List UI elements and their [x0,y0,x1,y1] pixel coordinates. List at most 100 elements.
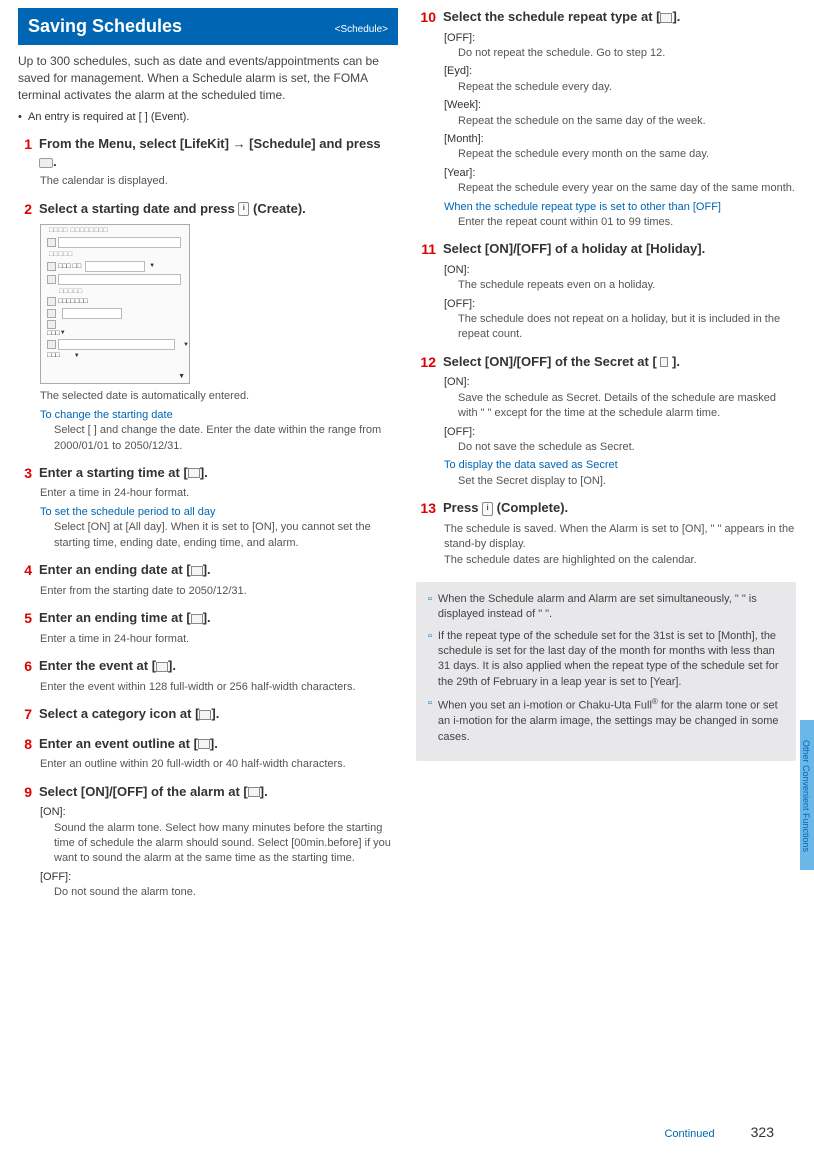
alarm-icon [248,787,260,797]
step-12: 12 Select [ON]/[OFF] of the Secret at [ … [416,353,796,489]
step-number: 6 [18,657,32,677]
section-title-bar: Saving Schedules <Schedule> [18,8,398,45]
step-number: 8 [18,735,32,755]
step-8: 8 Enter an event outline at []. Enter an… [18,735,398,773]
option-desc: The schedule repeats even on a holiday. [444,278,796,293]
repeat-icon [660,13,672,23]
right-column: 10 Select the schedule repeat type at []… [416,8,796,911]
side-section-label: Other Convenient Functions [799,740,812,852]
step-number: 11 [416,240,436,260]
intro-text: Up to 300 schedules, such as date and ev… [18,53,398,103]
step-6: 6 Enter the event at []. Enter the event… [18,657,398,695]
note-item: ▫When you set an i-motion or Chaku-Uta F… [428,696,784,745]
step-body: The calendar is displayed. [18,174,398,189]
step-title: Enter a starting time at []. [39,464,398,484]
step-4: 4 Enter an ending date at []. Enter from… [18,561,398,599]
option-label: [ON]: [444,375,796,390]
option-label: [Month]: [444,132,796,147]
step-body: Enter the event within 128 full-width or… [18,680,398,695]
option-label: [ON]: [40,805,398,820]
note-item: ▫When the Schedule alarm and Alarm are s… [428,592,784,623]
date-icon [191,566,203,576]
note-bullet-icon: ▫ [428,592,432,623]
step-number: 7 [18,705,32,725]
note-text: When you set an i-motion or Chaku-Uta Fu… [438,696,784,745]
note-bullet-icon: ▫ [428,696,432,745]
phone-screenshot: □□□□ □□□□□□□□ □□□□□ □□□ □□▼ □□□□□ □□□□□□… [40,224,190,384]
secret-icon [660,357,668,367]
option-desc: Repeat the schedule every day. [444,80,796,95]
step-5: 5 Enter an ending time at []. Enter a ti… [18,609,398,647]
step-title: Select [ON]/[OFF] of the Secret at [ ]. [443,353,796,373]
option-desc: Repeat the schedule every month on the s… [444,147,796,162]
step-title: Select [ON]/[OFF] of the alarm at []. [39,783,398,803]
step-number: 10 [416,8,436,28]
step-body: Enter an outline within 20 full-width or… [18,757,398,772]
step-title: Enter the event at []. [39,657,398,677]
step-2: 2 Select a starting date and press i (Cr… [18,200,398,454]
option-label: [OFF]: [444,425,796,440]
note-bullet-icon: ▫ [428,629,432,691]
time-icon [188,468,200,478]
step-number: 1 [18,135,32,171]
i-key-icon: i [238,202,249,216]
option-label: [OFF]: [40,870,398,885]
step-10: 10 Select the schedule repeat type at []… [416,8,796,230]
page-number: 323 [751,1123,774,1143]
option-desc: Do not save the schedule as Secret. [444,440,796,455]
option-desc: Do not repeat the schedule. Go to step 1… [444,46,796,61]
section-tag: <Schedule> [335,23,388,37]
category-icon [199,710,211,720]
option-label: [Week]: [444,98,796,113]
step-title: Enter an event outline at []. [39,735,398,755]
blue-body: Enter the repeat count within 01 to 99 t… [444,215,796,230]
option-desc: The schedule does not repeat on a holida… [444,312,796,343]
enter-key-icon [39,158,53,168]
step-7: 7 Select a category icon at []. [18,705,398,725]
step-title: From the Menu, select [LifeKit] → [Sched… [39,135,398,171]
note-item: ▫If the repeat type of the schedule set … [428,629,784,691]
step-title: Enter an ending time at []. [39,609,398,629]
step2-caption: The selected date is automatically enter… [18,389,398,404]
step-number: 5 [18,609,32,629]
step-number: 2 [18,200,32,220]
blue-heading: To set the schedule period to all day [40,505,398,520]
note-text: When the Schedule alarm and Alarm are se… [438,592,784,623]
option-label: [OFF]: [444,31,796,46]
step-body: Enter a time in 24-hour format. [18,486,398,501]
step-9: 9 Select [ON]/[OFF] of the alarm at []. … [18,783,398,901]
time-icon [191,614,203,624]
step-body: The schedule dates are highlighted on th… [416,553,796,568]
bullet-note: An entry is required at [ ] (Event). [18,110,398,125]
event-icon [156,662,168,672]
option-desc: Repeat the schedule every year on the sa… [444,181,796,196]
option-desc: Sound the alarm tone. Select how many mi… [40,821,398,867]
step-body: Enter from the starting date to 2050/12/… [18,584,398,599]
step-number: 12 [416,353,436,373]
step-3: 3 Enter a starting time at []. Enter a t… [18,464,398,551]
blue-heading: To display the data saved as Secret [444,458,796,473]
step-number: 13 [416,499,436,519]
step-title: Press i (Complete). [443,499,796,519]
blue-body: Set the Secret display to [ON]. [444,474,796,489]
option-label: [ON]: [444,263,796,278]
step-body: Enter a time in 24-hour format. [18,632,398,647]
step2-blue-heading: To change the starting date [40,408,398,423]
option-label: [Eyd]: [444,64,796,79]
continued-label: Continued [664,1127,714,1142]
option-desc: Do not sound the alarm tone. [40,885,398,900]
option-desc: Save the schedule as Secret. Details of … [444,391,796,422]
option-label: [OFF]: [444,297,796,312]
i-key-icon: i [482,502,493,516]
notes-box: ▫When the Schedule alarm and Alarm are s… [416,582,796,761]
step-body: The schedule is saved. When the Alarm is… [416,522,796,553]
blue-heading: When the schedule repeat type is set to … [444,200,796,215]
section-title: Saving Schedules [28,14,182,39]
step-title: Select a category icon at []. [39,705,398,725]
step-title: Enter an ending date at []. [39,561,398,581]
step-title: Select [ON]/[OFF] of a holiday at [Holid… [443,240,796,260]
step-1: 1 From the Menu, select [LifeKit] → [Sch… [18,135,398,190]
step-13: 13 Press i (Complete). The schedule is s… [416,499,796,568]
step-title: Select the schedule repeat type at []. [443,8,796,28]
page-footer: Continued 323 [664,1123,774,1143]
